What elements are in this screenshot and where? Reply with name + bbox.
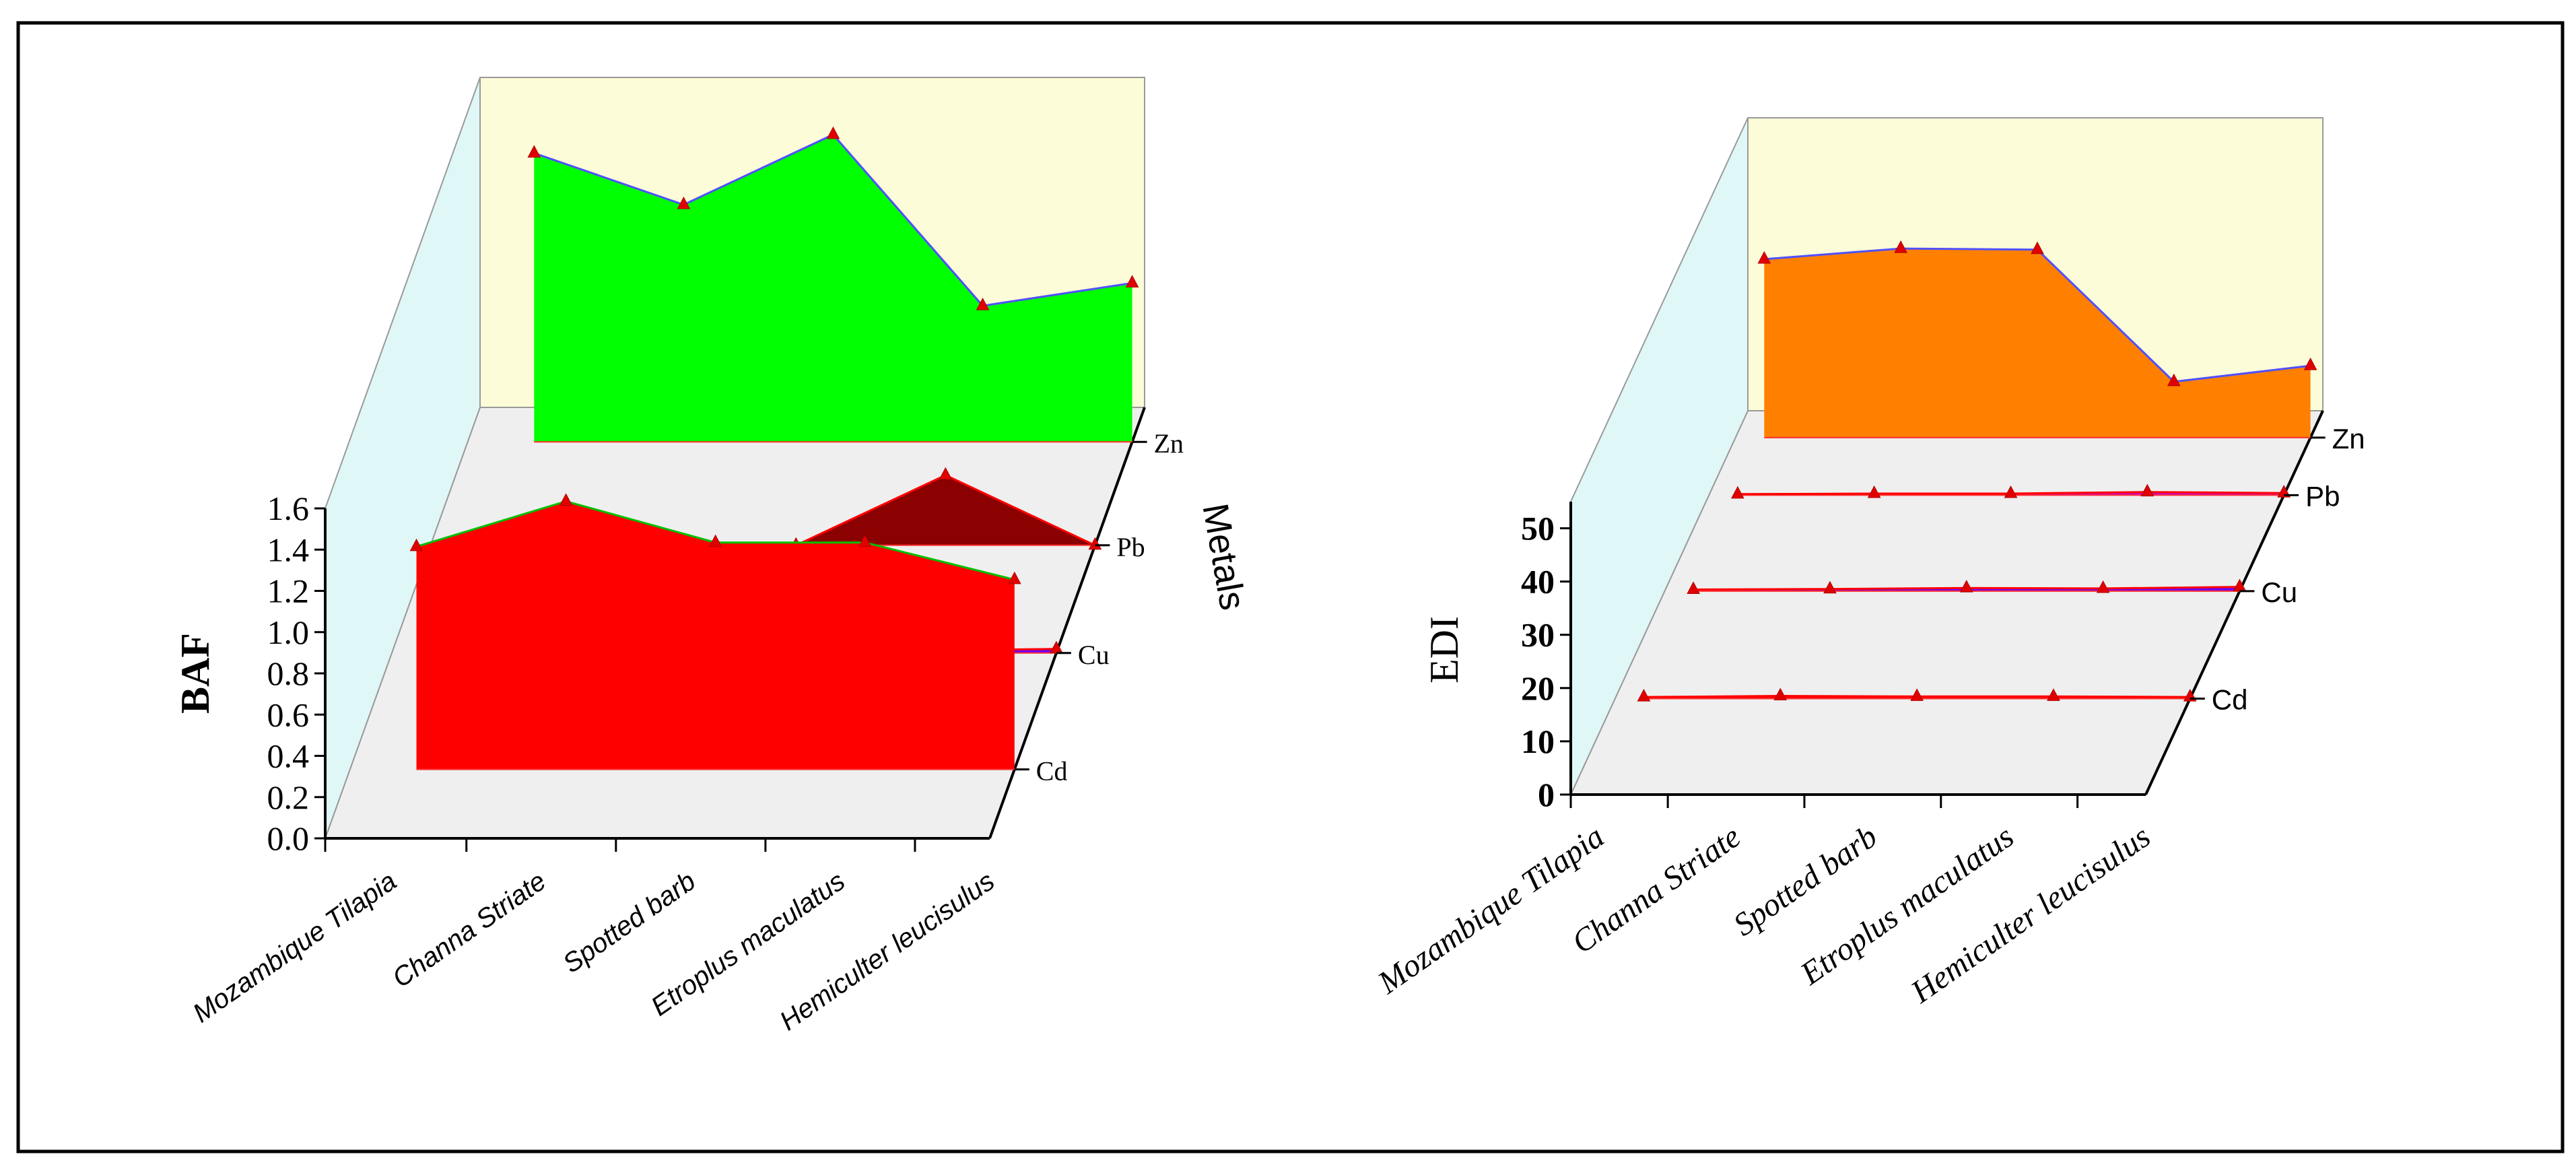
series-cd: Cd (409, 493, 1068, 786)
data-point-marker (976, 298, 990, 310)
y-tick-label: 1.0 (267, 613, 310, 651)
data-point-marker (1959, 580, 1973, 593)
series-label: Zn (2332, 423, 2365, 455)
y-tick-label: 50 (1521, 510, 1555, 547)
data-point-marker (2004, 485, 2018, 498)
series-zn: Zn (527, 126, 1184, 459)
data-point-marker (1823, 580, 1837, 594)
data-point-marker (2167, 373, 2181, 387)
y-tick-label: 40 (1521, 563, 1555, 601)
data-point-marker (1731, 485, 1744, 499)
depth-axis-line (988, 407, 1146, 839)
y-tick-label: 30 (1521, 616, 1555, 654)
series-zn: Zn (1757, 240, 2365, 455)
y-tick-label: 1.6 (267, 490, 310, 527)
data-point-marker (858, 534, 872, 547)
data-point-marker (1088, 537, 1102, 550)
data-point-marker (2096, 580, 2110, 593)
data-point-marker (939, 467, 953, 480)
data-point-marker (1910, 688, 1924, 701)
y-axis-label: BAF (173, 633, 217, 714)
y-tick-label: 0.0 (267, 819, 310, 857)
series-area (1764, 248, 2311, 438)
data-point-marker (1867, 485, 1881, 498)
data-point-marker (527, 145, 541, 158)
series-area (416, 501, 1015, 770)
y-tick-label: 20 (1521, 669, 1555, 707)
data-point-marker (1125, 275, 1139, 288)
data-point-marker (559, 493, 573, 506)
series-label: Cu (2261, 576, 2297, 608)
series-label: Zn (1154, 428, 1184, 459)
y-tick-label: 0.4 (267, 737, 310, 775)
data-point-marker (1007, 571, 1021, 584)
series-area (534, 134, 1132, 442)
y-tick-label: 0.8 (267, 655, 310, 692)
series-pb: Pb (1731, 480, 2340, 512)
series-cu: Cu (1687, 576, 2297, 608)
data-point-marker (409, 538, 423, 551)
data-point-marker (1773, 688, 1788, 701)
series-label: Pb (2305, 480, 2340, 512)
data-point-marker (826, 126, 840, 139)
y-axis-label: EDI (1422, 616, 1466, 683)
y-tick-label: 0.6 (267, 696, 310, 733)
y-tick-label: 10 (1521, 723, 1555, 760)
series-area (497, 475, 1095, 545)
data-point-marker (2140, 483, 2155, 497)
series-cd: Cd (1637, 684, 2247, 716)
data-point-marker (2047, 688, 2060, 701)
data-point-marker (1687, 581, 1700, 595)
series-label: Cd (2212, 684, 2248, 716)
series-label: Cd (1036, 756, 1068, 786)
data-point-marker (1894, 240, 1907, 253)
y-tick-label: 0 (1538, 776, 1555, 813)
data-point-marker (677, 196, 691, 209)
data-point-marker (2031, 241, 2044, 255)
data-point-marker (2303, 358, 2317, 370)
data-point-marker (1757, 250, 1771, 264)
data-point-marker (1637, 689, 1651, 702)
series-label: Pb (1116, 532, 1145, 562)
depth-axis-line (2144, 410, 2324, 795)
series-label: Cu (1078, 640, 1110, 670)
y-tick-label: 1.2 (267, 572, 310, 610)
y-tick-label: 1.4 (267, 531, 310, 568)
data-point-marker (708, 534, 722, 547)
y-tick-label: 0.2 (267, 778, 310, 816)
